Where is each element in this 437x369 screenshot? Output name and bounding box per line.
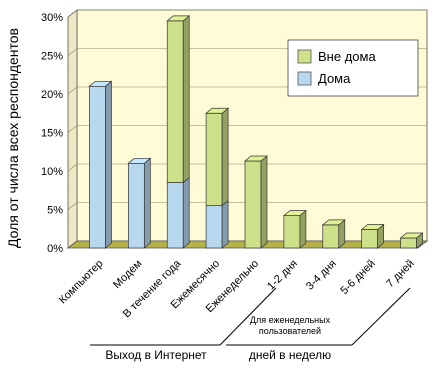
group-separators (90, 287, 411, 346)
gridline-side (67, 202, 78, 210)
gridline-side (67, 48, 78, 56)
gridline-side (67, 163, 78, 172)
y-tick-label: 25% (41, 51, 63, 63)
bar-outside-9 (400, 237, 417, 249)
y-tick-label: 30% (41, 12, 63, 24)
bar-home-1-side (105, 80, 112, 249)
y-tick-label: 10% (41, 166, 63, 178)
x-tick-label: 7 дней (384, 258, 416, 290)
bar-home-2 (127, 162, 145, 249)
x-tick-label: 1-2 дня (265, 258, 300, 293)
x-tick-label: 3-4 дня (304, 258, 339, 293)
group-line-days-slant (351, 287, 411, 346)
bar-home-1-top (88, 80, 113, 87)
bar-outside-7-top (321, 219, 346, 226)
bar-outside-3-top (166, 15, 191, 22)
bar-outside-4 (205, 112, 223, 207)
bars (88, 15, 424, 249)
bar-outside-8 (361, 229, 379, 249)
bar-outside-9-top (399, 232, 424, 239)
gridline-side (67, 86, 78, 95)
bar-outside-3 (166, 20, 184, 183)
bar-outside-6-side (299, 209, 307, 249)
gridline-side (67, 9, 78, 18)
y-tick-label: 20% (41, 89, 63, 101)
bar-outside-7 (322, 224, 340, 249)
group-line-internet-slant (219, 287, 277, 346)
bar-outside-5-top (244, 155, 268, 162)
group-label-days: дней в неделю (249, 348, 331, 362)
bar-outside-4-top (205, 107, 230, 114)
bar-outside-4-side (221, 107, 229, 207)
legend-label-outside: Вне дома (318, 49, 376, 64)
x-tick-label: 5-6 дней (338, 258, 377, 297)
x-tick-label: Модем (111, 258, 144, 291)
bar-home-3 (166, 182, 184, 249)
legend: Вне дома Дома (287, 39, 419, 97)
y-tick-label: 5% (47, 205, 63, 217)
group-label-internet: Выход в Интернет (105, 348, 207, 362)
x-tick-label: Компьютер (57, 258, 106, 307)
group-label-weekly-line1: Для еженедельных (250, 315, 331, 325)
bar-home-4 (205, 205, 223, 249)
bar-outside-3-side (182, 15, 190, 184)
group-label-weekly-line2: пользователей (259, 326, 321, 336)
bar-outside-5 (244, 160, 262, 249)
bar-home-2-side (143, 157, 151, 249)
legend-box (287, 39, 419, 97)
bar-home-2-top (127, 157, 152, 164)
legend-label-home: Дома (318, 71, 351, 86)
y-tick-label: 0% (47, 243, 63, 255)
y-tick-label: 15% (41, 128, 63, 140)
legend-swatch-outside (297, 49, 312, 64)
gridline-side (67, 125, 78, 133)
y-axis-label: Доля от числа всех респондентов (5, 28, 21, 248)
bar-outside-6 (283, 215, 301, 249)
legend-swatch-home (297, 71, 312, 86)
bar-home-4-side (221, 199, 229, 249)
y-axis-ticks: 0% 5% 10% 15% 20% 25% 30% (41, 12, 63, 255)
bar-outside-6-top (282, 210, 307, 217)
bar-home-3-side (182, 176, 190, 249)
bar-home-1 (89, 85, 106, 249)
bar-outside-5-side (260, 155, 268, 249)
bar-outside-8-top (360, 224, 385, 230)
